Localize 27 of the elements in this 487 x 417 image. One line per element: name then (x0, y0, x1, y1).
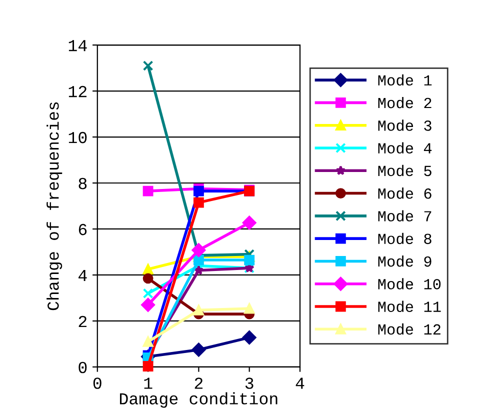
legend-label: Mode 1 (378, 74, 432, 86)
x-axis-title: Damage condition (120, 392, 278, 408)
x-tick-label: 1 (144, 378, 152, 389)
x-tick-label: 4 (296, 378, 304, 389)
legend-label: Mode 12 (378, 323, 440, 335)
y-tick-label: 6 (78, 224, 87, 236)
legend-label: Mode 9 (378, 255, 432, 267)
x-tick-label: 0 (93, 378, 102, 389)
legend-label: Mode 3 (378, 120, 432, 131)
legend-label: Mode 8 (378, 232, 432, 244)
legend-label: Mode 7 (378, 210, 432, 222)
legend-label: Mode 5 (378, 164, 432, 176)
legend-label: Mode 11 (378, 300, 441, 312)
y-tick-label: 8 (78, 178, 87, 190)
y-tick-label: 0 (78, 362, 87, 374)
y-tick-label: 14 (68, 40, 87, 52)
legend-label: Mode 2 (378, 96, 432, 108)
y-tick-label: 12 (68, 86, 86, 98)
y-axis-title: Change of frequencies (46, 102, 62, 310)
legend-label: Mode 4 (378, 142, 432, 154)
legend-label: Mode 10 (378, 278, 441, 290)
y-tick-label: 10 (68, 132, 87, 144)
legend-label: Mode 6 (378, 188, 432, 199)
x-tick-label: 3 (245, 378, 254, 389)
y-tick-label: 4 (78, 270, 87, 282)
x-tick-label: 2 (194, 378, 203, 389)
y-tick-label: 2 (78, 316, 86, 328)
